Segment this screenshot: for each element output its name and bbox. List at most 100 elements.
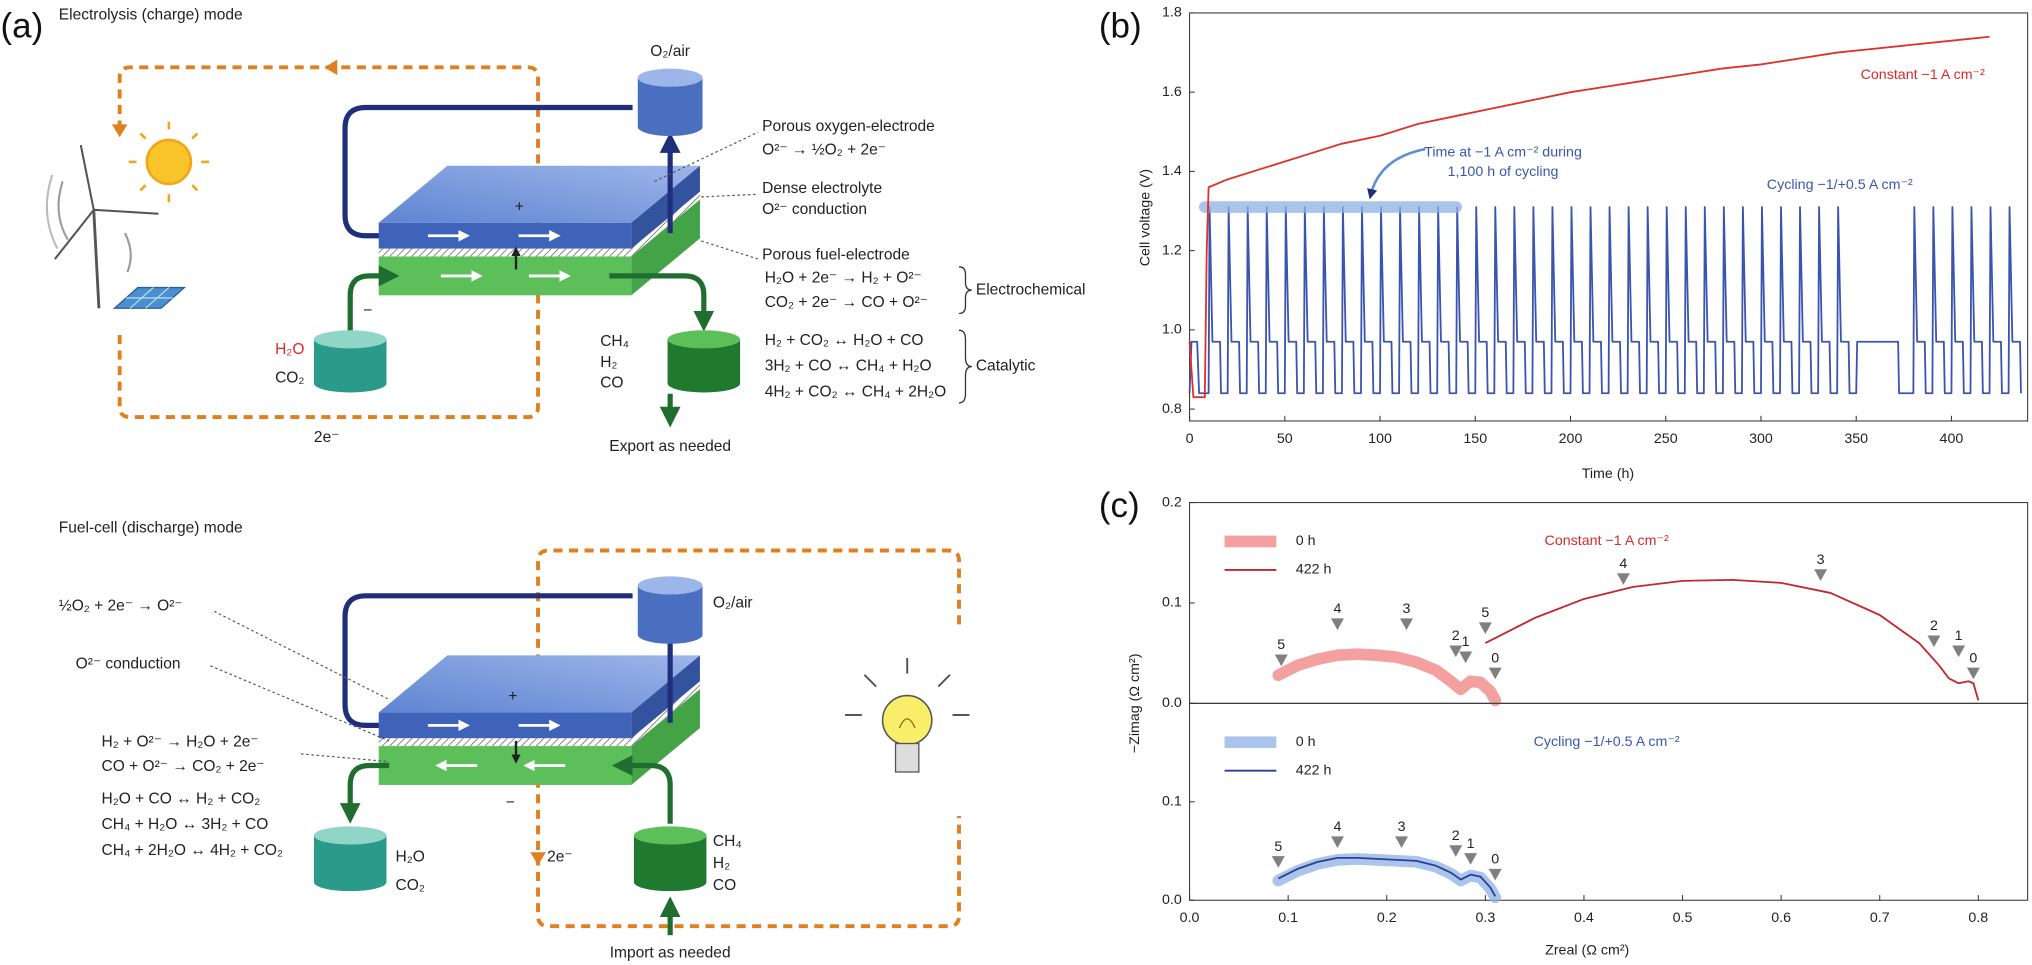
frequency-label: 1: [1955, 628, 1963, 644]
x-tick-label: 200: [1559, 431, 1583, 447]
brace-label: Catalytic: [976, 358, 1036, 375]
annotation: O²⁻ conduction: [76, 656, 181, 673]
frequency-marker: [1330, 618, 1344, 631]
fuel-flow: [609, 273, 715, 332]
x-tick-label: 0: [1186, 431, 1194, 447]
frequency-label: 2: [1452, 628, 1460, 644]
fuel-cell-diagram: Fuel-cell (discharge) mode + − O₂/air: [59, 520, 970, 961]
reaction: ½O₂ + 2e⁻ → O²⁻: [59, 597, 183, 614]
x-tick-label: 0.1: [1278, 910, 1298, 926]
x-tick-label: 300: [1749, 431, 1773, 447]
legend-label: 0 h: [1296, 734, 1316, 750]
species: H₂: [713, 855, 730, 872]
loop-arrow: [111, 124, 128, 138]
y-tick-label: 1.2: [1162, 242, 1182, 258]
frequency-label: 3: [1817, 552, 1825, 568]
legend-label: 0 h: [1296, 533, 1316, 549]
legend-label: 422 h: [1296, 762, 1332, 778]
frequency-marker: [1966, 667, 1980, 680]
x-tick-label: 0.7: [1870, 910, 1890, 926]
x-tick-label: 100: [1368, 431, 1392, 447]
frequency-label: 0: [1491, 852, 1499, 868]
oxygen-tank: [637, 576, 703, 644]
mode-title: Fuel-cell (discharge) mode: [59, 520, 243, 537]
leader-line: [210, 665, 390, 742]
frequency-marker: [1814, 569, 1828, 581]
panel-label: (a): [0, 7, 43, 46]
light-bulb-icon: [845, 658, 970, 773]
series-band: [1272, 853, 1502, 904]
series-line: [1484, 578, 1980, 701]
tank-label: O₂/air: [713, 595, 753, 612]
frequency-label: 4: [1619, 556, 1627, 572]
species: H₂O: [275, 341, 304, 358]
frequency-marker: [1449, 645, 1463, 658]
polarity: +: [508, 688, 517, 705]
reaction: H₂ + O²⁻ → H₂O + 2e⁻: [102, 733, 259, 750]
electron-label: 2e⁻: [314, 429, 339, 446]
species: H₂O: [396, 849, 425, 866]
polarity: −: [506, 794, 515, 811]
x-tick-label: 250: [1654, 431, 1678, 447]
frequency-marker: [1952, 645, 1966, 658]
wind-turbine-icon: [45, 144, 159, 309]
electrolysis-diagram: Electrolysis (charge) mode: [45, 7, 1085, 455]
y-tick-label: 1.8: [1162, 5, 1182, 21]
frequency-label: 3: [1398, 819, 1406, 835]
leader-line: [701, 193, 759, 198]
frequency-label: 5: [1277, 637, 1285, 653]
y-tick-label: 1.4: [1162, 163, 1182, 179]
plot-frame: [1189, 12, 2029, 422]
product-tank: [313, 826, 387, 892]
annotation: Constant −1 A cm⁻²: [1545, 533, 1669, 549]
tank-label: O₂/air: [650, 43, 690, 60]
reaction: H₂O + 2e⁻ → H₂ + O²⁻: [765, 270, 922, 287]
mode-title: Electrolysis (charge) mode: [59, 7, 243, 24]
leader-line: [213, 610, 390, 700]
loop-arrow: [324, 59, 338, 76]
frequency-marker: [1488, 868, 1502, 881]
air-flow: [342, 593, 633, 736]
feed-tank: [313, 330, 387, 393]
sun-icon: [128, 121, 210, 203]
series-band: [1272, 648, 1502, 707]
x-tick-label: 0.2: [1377, 910, 1397, 926]
x-tick-label: 50: [1277, 431, 1293, 447]
frequency-label: 4: [1334, 819, 1342, 835]
species: CO: [713, 877, 736, 894]
frequency-marker: [1395, 836, 1409, 849]
x-tick-label: 400: [1940, 431, 1964, 447]
frequency-marker: [1488, 667, 1502, 680]
frequency-label: 2: [1452, 828, 1460, 844]
legend-label: 422 h: [1296, 562, 1332, 578]
annotation-arrow: [1367, 147, 1426, 200]
leader-line: [701, 240, 759, 260]
annotation: 1,100 h of cycling: [1448, 164, 1559, 180]
reaction: 3H₂ + CO ↔ CH₄ + H₂O: [765, 358, 932, 375]
species: CH₄: [600, 333, 629, 350]
frequency-marker: [1271, 856, 1285, 868]
brace: [958, 266, 972, 315]
frequency-label: 5: [1274, 839, 1282, 855]
species: CO₂: [396, 877, 425, 894]
air-flow: [342, 104, 633, 247]
frequency-label: 3: [1403, 601, 1411, 617]
x-tick-label: 0.3: [1475, 910, 1495, 926]
annotation: Constant −1 A cm⁻²: [1861, 67, 1985, 83]
reaction: H₂ + CO₂ ↔ H₂O + CO: [765, 332, 924, 349]
annotation: Porous oxygen-electrode: [762, 118, 935, 135]
x-tick-label: 0.4: [1574, 910, 1594, 926]
x-tick-label: 150: [1463, 431, 1487, 447]
species: CO₂: [275, 369, 304, 386]
series-line: [1188, 206, 2022, 395]
x-axis-label: Time (h): [1582, 466, 1634, 482]
frequency-marker: [1449, 845, 1463, 857]
y-tick-label: 0.1: [1162, 794, 1182, 810]
series-line: [1277, 856, 1497, 897]
reaction: CO₂ + 2e⁻ → CO + O²⁻: [765, 294, 928, 311]
frequency-marker: [1464, 853, 1478, 865]
x-tick-label: 0.0: [1180, 910, 1200, 926]
panel-label: (b): [1099, 7, 1142, 46]
reaction: CO + O²⁻ → CO₂ + 2e⁻: [102, 758, 265, 775]
oxygen-tank: [637, 68, 703, 137]
